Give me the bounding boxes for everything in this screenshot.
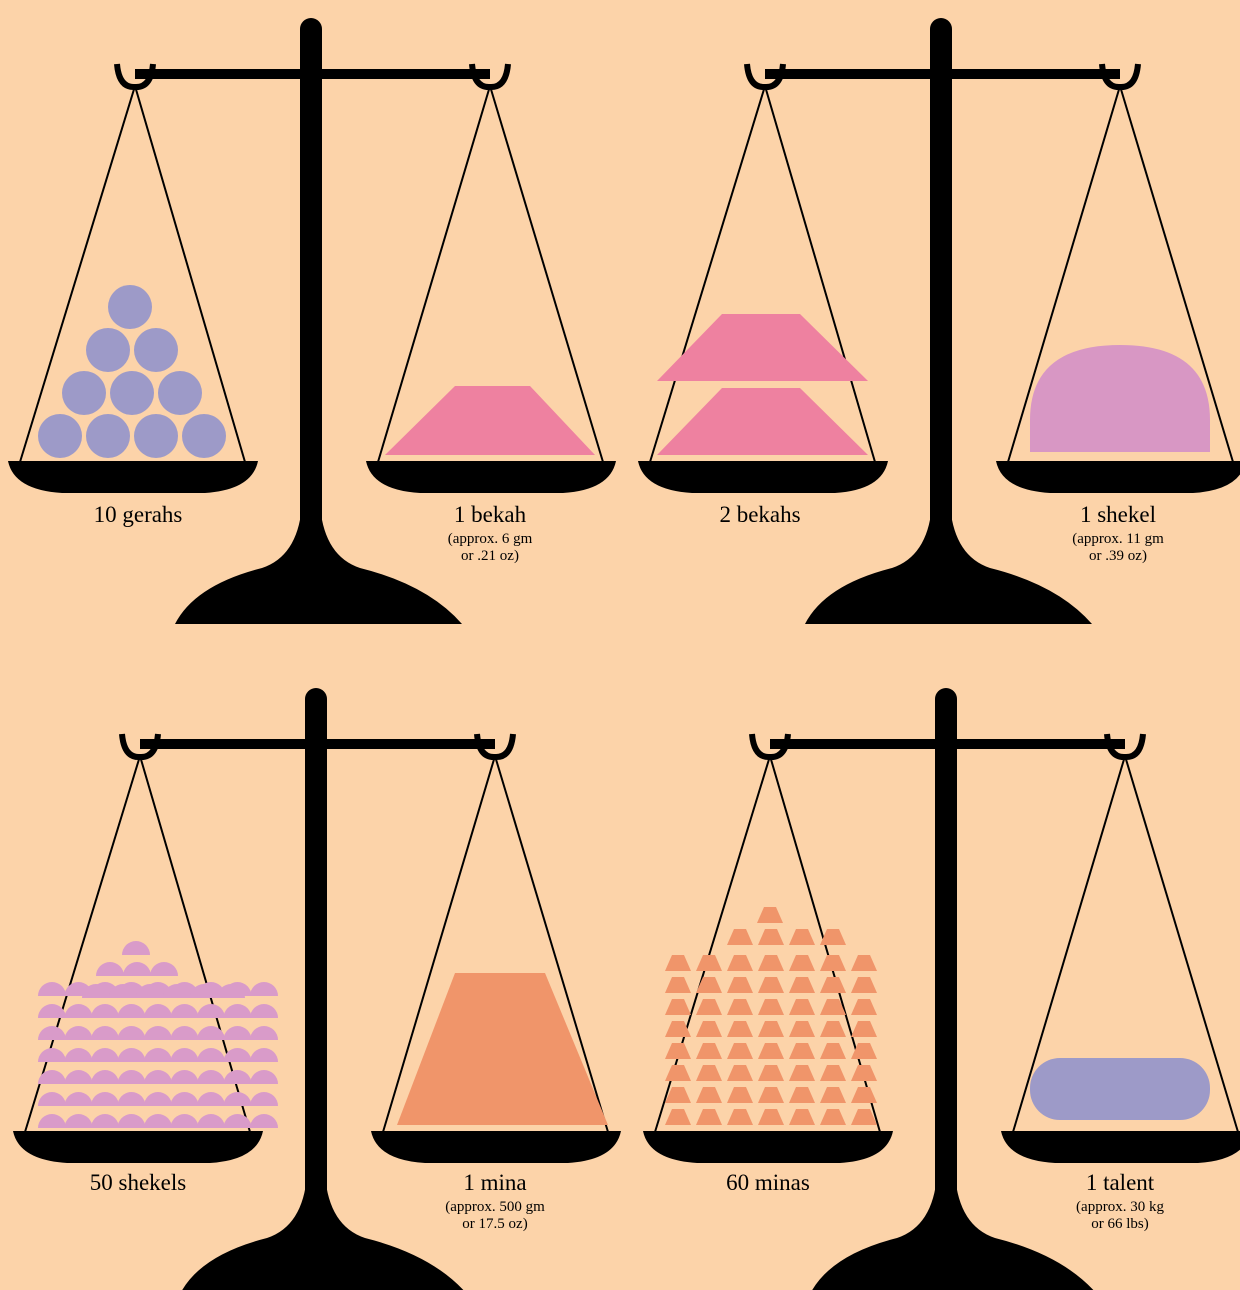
scale-beam — [140, 739, 495, 749]
right-note: (approx. 30 kg — [1076, 1199, 1164, 1215]
talent-weight — [1030, 1058, 1210, 1120]
right-note: or .39 oz) — [1089, 548, 1147, 564]
left-label: 60 minas — [726, 1170, 810, 1195]
right-note: or 17.5 oz) — [462, 1216, 527, 1232]
scale-pan — [371, 1131, 621, 1163]
scale-pole — [930, 18, 952, 578]
right-note: (approx. 500 gm — [445, 1199, 545, 1215]
scale-pan — [643, 1131, 893, 1163]
infographic: 10 gerahs 1 bekah (approx. 6 gm or .21 o… — [0, 0, 1240, 1290]
scale-pan — [366, 461, 616, 493]
right-note: (approx. 6 gm — [448, 531, 533, 547]
gerah-weight — [134, 414, 178, 458]
right-label: 1 shekel — [1080, 502, 1156, 527]
shekel-weight — [1030, 345, 1210, 452]
scale-pan — [13, 1131, 263, 1163]
scale-pole — [305, 688, 327, 1248]
left-label: 10 gerahs — [94, 502, 183, 527]
left-label: 2 bekahs — [719, 502, 800, 527]
gerah-weight — [110, 371, 154, 415]
left-label: 50 shekels — [90, 1170, 187, 1195]
right-label: 1 talent — [1086, 1170, 1155, 1195]
gerah-weight — [86, 414, 130, 458]
gerah-weight — [182, 414, 226, 458]
scale-pole — [935, 688, 957, 1248]
right-label: 1 bekah — [454, 502, 527, 527]
scale-pan — [8, 461, 258, 493]
scale-beam — [770, 739, 1125, 749]
gerah-weight — [134, 328, 178, 372]
scale-beam — [135, 69, 490, 79]
scale-pan — [996, 461, 1240, 493]
gerah-weight — [108, 285, 152, 329]
gerah-weight — [62, 371, 106, 415]
right-label: 1 mina — [463, 1170, 526, 1195]
gerah-weight — [158, 371, 202, 415]
scale-pole — [300, 18, 322, 578]
right-note: or .21 oz) — [461, 548, 519, 564]
right-note: (approx. 11 gm — [1072, 531, 1164, 547]
scale-pan — [1001, 1131, 1240, 1163]
right-note: or 66 lbs) — [1091, 1216, 1149, 1232]
scale-pan — [638, 461, 888, 493]
scale-beam — [765, 69, 1120, 79]
gerah-weight — [38, 414, 82, 458]
gerah-weight — [86, 328, 130, 372]
